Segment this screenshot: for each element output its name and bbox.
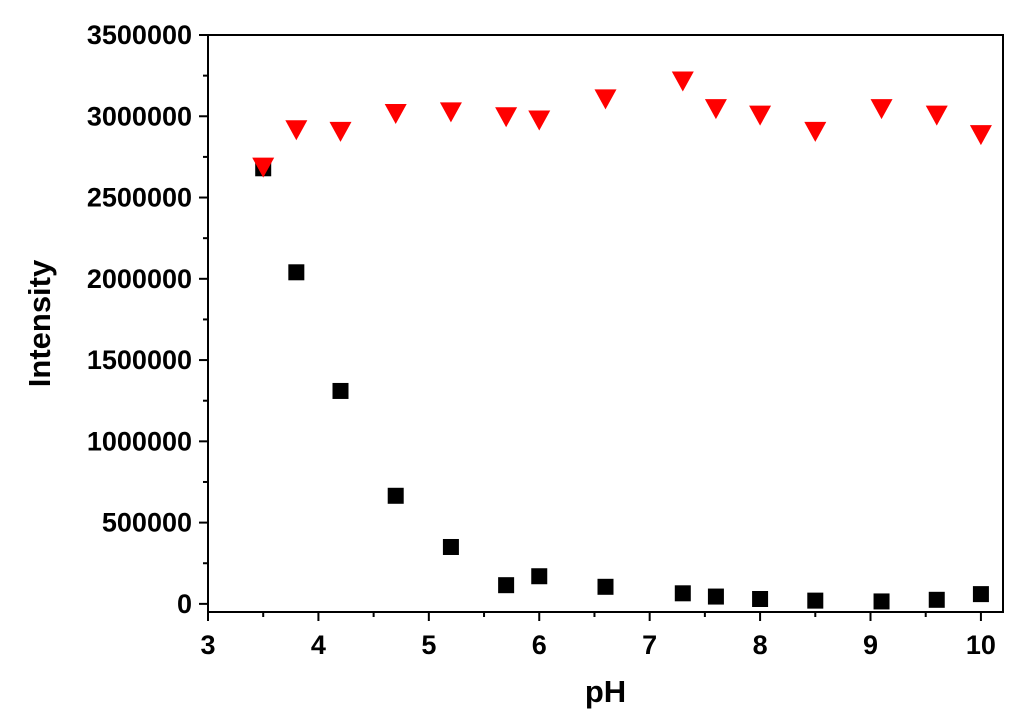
x-axis-title: pH: [585, 674, 626, 709]
data-point-square: [442, 538, 459, 555]
data-point-square: [387, 487, 404, 504]
data-point-triangle: [329, 121, 352, 142]
data-point-triangle: [495, 107, 518, 128]
y-tick-label: 500000: [102, 508, 192, 538]
data-point-triangle: [969, 125, 992, 146]
data-point-square: [498, 577, 515, 594]
data-point-square: [288, 264, 305, 281]
y-tick-label: 3000000: [87, 101, 192, 131]
series-1: [255, 160, 989, 610]
data-point-triangle: [749, 105, 772, 126]
x-tick-label: 8: [753, 630, 768, 660]
data-point-square: [807, 592, 824, 609]
plot-frame: [207, 34, 1004, 613]
y-tick-label: 2000000: [87, 264, 192, 294]
data-point-triangle: [594, 89, 617, 110]
data-point-triangle: [285, 120, 308, 141]
data-point-square: [674, 585, 691, 602]
data-point-triangle: [528, 110, 551, 131]
data-point-square: [707, 588, 724, 605]
data-point-square: [928, 591, 945, 608]
data-point-triangle: [804, 121, 827, 142]
data-point-triangle: [870, 99, 893, 120]
data-point-square: [332, 382, 349, 399]
data-point-triangle: [671, 71, 694, 92]
y-axis-title: Intensity: [22, 259, 57, 387]
x-tick-label: 4: [311, 630, 326, 660]
data-series: [252, 71, 992, 610]
data-point-triangle: [384, 104, 407, 125]
data-point-square: [873, 593, 890, 610]
x-tick-label: 7: [642, 630, 657, 660]
y-tick-label: 0: [177, 589, 192, 619]
data-point-square: [972, 586, 989, 603]
y-tick-label: 1000000: [87, 426, 192, 456]
x-tick-label: 6: [532, 630, 547, 660]
data-point-square: [531, 568, 548, 585]
data-point-square: [752, 590, 769, 607]
x-tick-label: 5: [421, 630, 436, 660]
series-2: [252, 71, 992, 178]
data-point-triangle: [252, 157, 275, 178]
x-axis: 3 4 5 6 7 8 9 10: [200, 612, 996, 660]
plot-area-border: [207, 34, 1004, 613]
data-point-square: [597, 578, 614, 595]
x-tick-label: 3: [200, 630, 215, 660]
y-axis: 0 500000 1000000 1500000 2000000 2500000 30000…: [87, 20, 208, 619]
x-tick-label: 9: [863, 630, 878, 660]
data-point-triangle: [704, 99, 727, 120]
data-point-triangle: [925, 105, 948, 126]
x-tick-label: 10: [966, 630, 996, 660]
data-point-triangle: [439, 102, 462, 123]
y-tick-label: 3500000: [87, 20, 192, 50]
y-tick-label: 2500000: [87, 183, 192, 213]
y-tick-label: 1500000: [87, 345, 192, 375]
